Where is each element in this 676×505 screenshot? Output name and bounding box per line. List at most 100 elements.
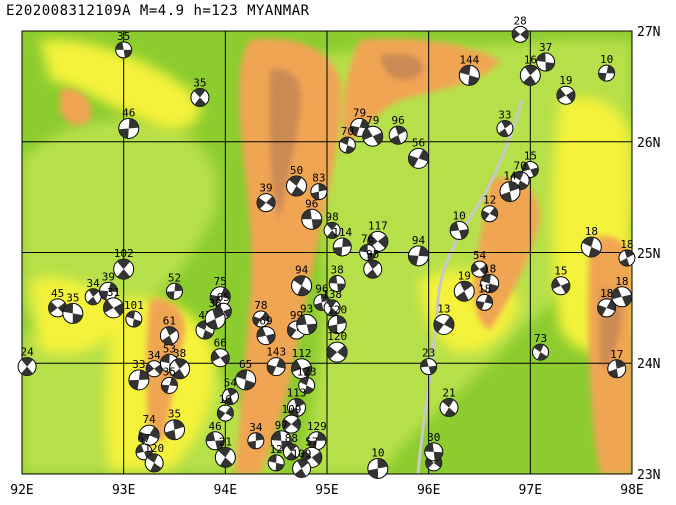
longitude-labels: 92E 93E 94E 95E 96E 97E 98E bbox=[10, 483, 643, 498]
focal-mechanism: 52 bbox=[166, 271, 183, 300]
focal-mechanism: 24 bbox=[17, 346, 37, 377]
river bbox=[416, 99, 524, 474]
focal-mechanism: 101 bbox=[124, 299, 144, 328]
focal-mechanism: 33 bbox=[496, 108, 514, 137]
depth-label: 54 bbox=[224, 376, 238, 389]
depth-label: 94 bbox=[295, 264, 309, 277]
beachball-quadrant bbox=[223, 388, 238, 405]
depth-label: 70 bbox=[341, 125, 354, 138]
focal-mechanism: 10 bbox=[216, 393, 234, 422]
focal-mechanism: 10 bbox=[449, 209, 469, 240]
lon-label: 94E bbox=[214, 483, 237, 498]
beachball-quadrant bbox=[164, 419, 185, 440]
depth-label: 65 bbox=[239, 358, 252, 371]
depth-label: 114 bbox=[332, 226, 352, 239]
beachball-quadrant bbox=[126, 310, 142, 327]
focal-mechanism: 94 bbox=[408, 234, 429, 267]
depth-label: 35 bbox=[66, 291, 79, 304]
focal-mechanism: 76 bbox=[359, 233, 377, 261]
focal-mechanism: 88 bbox=[282, 432, 300, 461]
depth-label: 35 bbox=[168, 408, 181, 421]
depth-label: 10 bbox=[219, 393, 232, 406]
lon-label: 97E bbox=[519, 483, 542, 498]
focal-mechanism: 13 bbox=[433, 302, 455, 335]
beachball-quadrant bbox=[99, 282, 118, 300]
beachball-quadrant bbox=[215, 304, 232, 319]
beachball-quadrant bbox=[286, 443, 297, 460]
depth-label: 15 bbox=[554, 265, 567, 278]
depth-label: 96 bbox=[392, 114, 405, 127]
beachball-quadrant bbox=[294, 459, 309, 478]
beachball-quadrant bbox=[311, 183, 327, 200]
depth-label: 35 bbox=[163, 365, 176, 378]
beachball-quadrant bbox=[471, 262, 488, 276]
focal-mechanism: 114 bbox=[332, 226, 353, 257]
depth-label: 34 bbox=[148, 349, 162, 362]
depth-label: 34 bbox=[87, 277, 101, 290]
focal-mechanism: 79 bbox=[362, 114, 384, 147]
lat-label: 27N bbox=[637, 25, 660, 40]
beachball-quadrant bbox=[193, 88, 207, 107]
focal-mechanism: 69 bbox=[256, 315, 276, 346]
depth-label: 79 bbox=[353, 106, 366, 119]
beachball-quadrant bbox=[442, 398, 456, 417]
beachball-quadrant bbox=[296, 314, 317, 335]
beachball-quadrant bbox=[146, 453, 162, 472]
focal-mechanism: 93 bbox=[296, 302, 318, 335]
depth-label: 14 bbox=[503, 170, 517, 183]
depth-label: 74 bbox=[142, 413, 156, 426]
beachball-quadrant bbox=[597, 300, 616, 316]
lon-label: 96E bbox=[417, 483, 440, 498]
focal-mechanism: 73 bbox=[532, 332, 549, 361]
beachball-quadrant bbox=[115, 41, 132, 58]
focal-mechanism: 12 bbox=[481, 194, 499, 223]
depth-label: 16 bbox=[524, 53, 537, 66]
depth-label: 73 bbox=[534, 332, 547, 345]
depth-label: 54 bbox=[473, 249, 487, 262]
beachball-quadrant bbox=[291, 360, 312, 378]
focal-mechanism: 54 bbox=[221, 376, 239, 405]
focal-mechanism: 28 bbox=[511, 14, 529, 43]
depth-label: 38 bbox=[209, 297, 222, 310]
depth-label: 35 bbox=[193, 76, 206, 89]
beachball-quadrant bbox=[21, 357, 33, 376]
beachball-quadrant bbox=[619, 250, 634, 267]
focal-mechanism: 39 bbox=[256, 182, 276, 213]
focal-mechanism: 143 bbox=[266, 346, 286, 377]
depth-label: 45 bbox=[51, 287, 64, 300]
beachball-quadrant bbox=[301, 450, 322, 465]
depth-label: 50 bbox=[290, 164, 303, 177]
depth-label: 78 bbox=[254, 299, 267, 312]
lat-label: 25N bbox=[637, 247, 660, 262]
beachball-quadrant bbox=[256, 196, 276, 210]
focal-mechanism: 98 bbox=[323, 210, 341, 239]
focal-mechanism: 23 bbox=[420, 347, 438, 376]
beachball-quadrant bbox=[327, 345, 348, 360]
beachball-quadrant bbox=[420, 358, 437, 375]
focal-mechanism: 96 bbox=[301, 197, 323, 230]
beachball-quadrant bbox=[408, 149, 429, 168]
focal-mechanism: 34 bbox=[247, 421, 265, 450]
depth-label: 109 bbox=[281, 403, 301, 416]
depth-label: 37 bbox=[539, 41, 552, 54]
beachball-quadrant bbox=[367, 234, 388, 249]
lon-label: 95E bbox=[315, 483, 338, 498]
depth-label: 56 bbox=[412, 136, 425, 149]
focal-mechanism: 18 bbox=[597, 287, 617, 318]
depth-label: 65 bbox=[217, 291, 230, 304]
focal-mechanism: 34 bbox=[84, 277, 102, 306]
focal-mechanism: 38 bbox=[204, 297, 226, 330]
depth-label: 144 bbox=[459, 53, 479, 66]
depth-label: 94 bbox=[412, 234, 426, 247]
beachball-quadrant bbox=[551, 278, 570, 294]
depth-label: 70 bbox=[514, 160, 527, 173]
beachball-quadrant bbox=[293, 275, 310, 296]
beachball-quadrant bbox=[476, 294, 493, 310]
focal-mechanism: 19 bbox=[556, 74, 576, 105]
depth-label: 12 bbox=[483, 194, 496, 207]
depth-label: 31 bbox=[107, 286, 120, 299]
focal-mechanism: 144 bbox=[458, 53, 480, 86]
beachball-quadrant bbox=[211, 350, 230, 365]
depth-label: 120 bbox=[327, 303, 347, 316]
depth-label: 109 bbox=[292, 447, 312, 460]
